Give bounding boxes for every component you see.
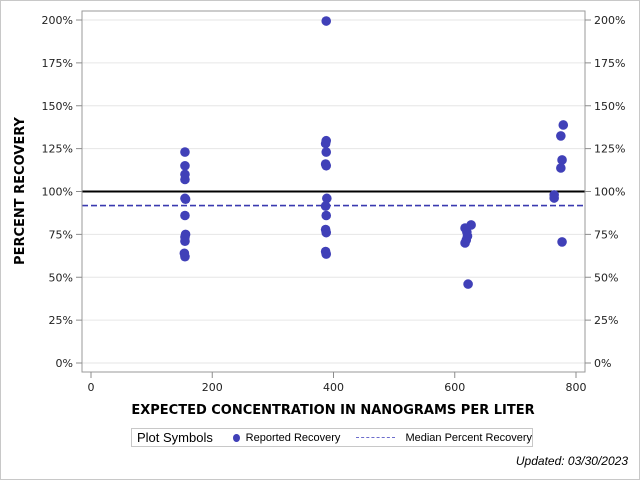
y-tick-label: 125% [42, 143, 73, 156]
y-tick-label: 100% [42, 186, 73, 199]
y-tick-label: 200% [42, 14, 73, 27]
y-tick-label-right: 50% [594, 271, 618, 284]
data-point [549, 193, 559, 203]
data-point [180, 174, 190, 185]
data-point [460, 238, 470, 248]
x-tick-label: 800 [566, 381, 587, 394]
data-point [180, 194, 191, 205]
x-tick-label: 400 [323, 381, 344, 394]
x-tick-label: 600 [444, 381, 465, 394]
y-tick-label-right: 125% [594, 143, 625, 156]
data-point [463, 279, 473, 289]
legend-median-label: Median Percent Recovery [405, 431, 532, 444]
y-tick-label-right: 100% [594, 186, 625, 199]
data-point [180, 236, 190, 247]
y-tick-label: 25% [49, 314, 73, 327]
data-point [557, 155, 567, 165]
data-point [180, 251, 190, 262]
data-point [320, 138, 331, 149]
y-tick-label: 50% [49, 271, 73, 284]
data-point [321, 160, 332, 171]
data-points [179, 16, 569, 289]
y-tick-label-right: 0% [594, 357, 611, 370]
x-tick-label: 200 [202, 381, 223, 394]
data-point [558, 120, 569, 130]
data-point [180, 160, 190, 171]
x-axis: 0 200 400 600 800 [88, 372, 587, 394]
reported-recovery-marker-icon [232, 433, 240, 442]
y-axis-title: PERCENT RECOVERY [13, 116, 28, 264]
median-line-marker-icon [356, 437, 396, 438]
data-point [321, 210, 332, 221]
grid-lines [82, 19, 585, 364]
data-point [321, 16, 332, 26]
y-tick-label: 150% [42, 100, 73, 113]
y-tick-label-right: 25% [594, 314, 618, 327]
legend-title: Plot Symbols [137, 430, 213, 445]
data-point [320, 201, 331, 211]
y-tick-label: 175% [42, 57, 73, 70]
y-tick-label-right: 200% [594, 14, 625, 27]
data-point [321, 249, 332, 259]
y-axis-left: 0% 25% 50% 75% 100% 125% 150% 175% 200% [42, 14, 82, 370]
data-point [322, 193, 332, 204]
x-axis-title: EXPECTED CONCENTRATION IN NANOGRAMS PER … [131, 403, 534, 418]
legend-reported-label: Reported Recovery [245, 431, 341, 444]
y-tick-label-right: 175% [594, 57, 625, 70]
y-tick-label: 75% [49, 228, 73, 241]
data-point [557, 237, 567, 247]
y-tick-label: 0% [56, 357, 73, 370]
x-tick-label: 0 [88, 381, 95, 394]
updated-date: Updated: 03/30/2023 [515, 454, 628, 468]
data-point [321, 147, 332, 157]
data-point [321, 227, 332, 238]
y-axis-right: 0% 25% 50% 75% 100% 125% 150% 175% 200% [585, 14, 625, 370]
data-point [180, 210, 190, 221]
data-point [556, 131, 566, 141]
data-point [556, 163, 566, 173]
y-tick-label-right: 75% [594, 228, 618, 241]
y-tick-label-right: 150% [594, 100, 625, 113]
legend: Plot Symbols Reported Recovery Median Pe… [131, 428, 533, 447]
data-point [180, 147, 190, 157]
reference-lines [82, 190, 585, 207]
